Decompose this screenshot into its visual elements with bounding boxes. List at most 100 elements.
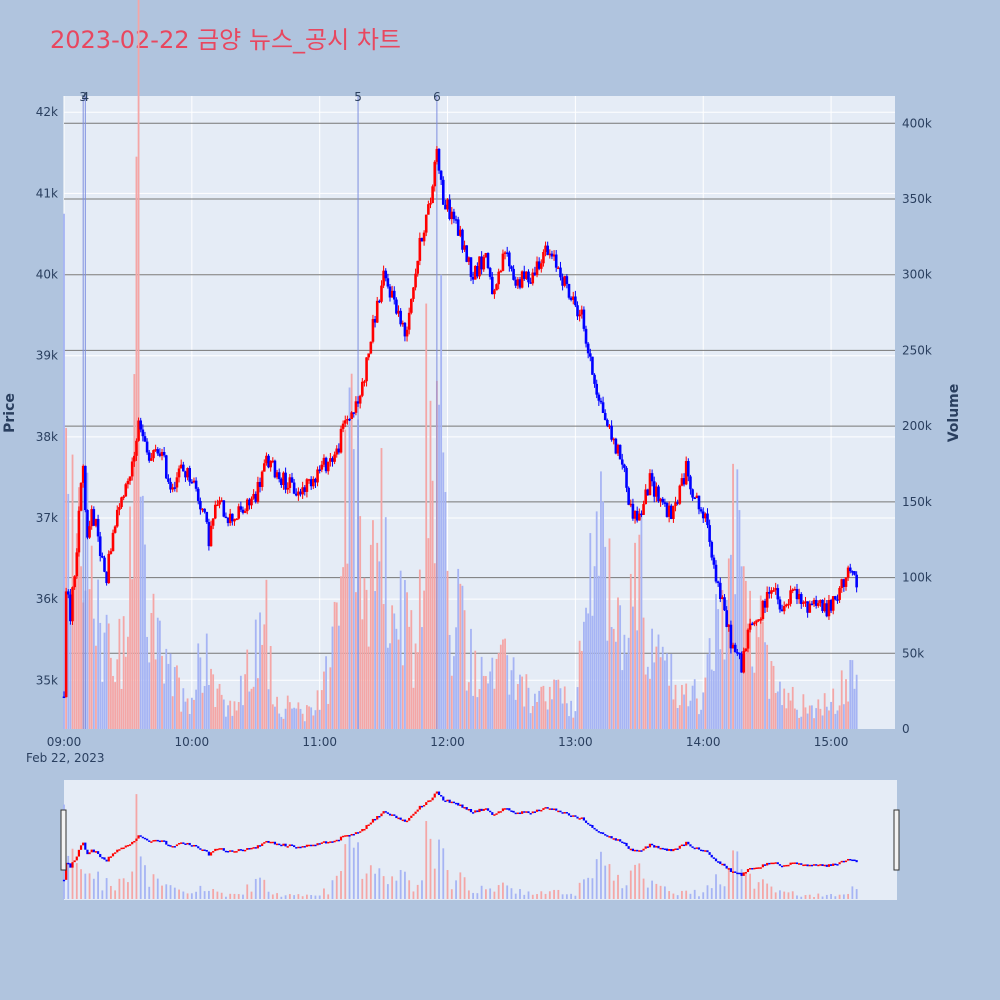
slider-volume-bar bbox=[484, 889, 487, 899]
slider-candle bbox=[173, 846, 176, 848]
slider-volume-bar bbox=[497, 885, 500, 899]
slider-candle bbox=[774, 862, 777, 864]
slider-candle bbox=[288, 844, 291, 847]
slider-candle bbox=[625, 842, 628, 847]
volume-bar bbox=[137, 0, 140, 730]
volume-bar bbox=[450, 675, 453, 729]
candle-body bbox=[808, 603, 812, 613]
slider-candle bbox=[561, 812, 564, 814]
volume-bar bbox=[698, 714, 700, 729]
volume-bar bbox=[337, 625, 340, 729]
slider-volume-bar bbox=[514, 893, 517, 899]
slider-volume-bar bbox=[80, 869, 82, 899]
volume-bar bbox=[301, 713, 304, 729]
slider-candle bbox=[414, 811, 417, 814]
candle-body bbox=[150, 458, 153, 461]
slider-candle bbox=[812, 864, 816, 866]
slider-candle bbox=[759, 867, 762, 869]
slider-candle bbox=[742, 872, 745, 876]
candle-body bbox=[704, 513, 707, 519]
slider-volume-bar bbox=[659, 885, 662, 899]
volume-bar bbox=[721, 590, 724, 729]
candle-body bbox=[412, 287, 415, 299]
volume-bar bbox=[663, 660, 666, 729]
volume-bar bbox=[116, 659, 119, 729]
volume-bar bbox=[657, 634, 660, 729]
volume-bar bbox=[90, 545, 93, 729]
slider-volume-bar bbox=[233, 893, 236, 899]
candle-body bbox=[124, 484, 128, 497]
slider-candle bbox=[576, 816, 579, 819]
slider-candle bbox=[631, 848, 635, 852]
volume-bar bbox=[276, 696, 278, 729]
volume-bar bbox=[222, 699, 225, 729]
volume-bar bbox=[323, 671, 325, 729]
candle-body bbox=[697, 495, 701, 510]
volume-bar bbox=[65, 427, 68, 729]
slider-candle bbox=[282, 843, 285, 846]
slider-candle bbox=[501, 808, 505, 812]
slider-volume-bar bbox=[433, 868, 436, 899]
candle-body bbox=[714, 564, 718, 582]
range-slider-price bbox=[62, 791, 858, 882]
candle-body bbox=[346, 418, 349, 421]
slider-candle bbox=[795, 862, 799, 865]
slider-volume-bar bbox=[203, 891, 206, 899]
volume-bar bbox=[779, 681, 781, 729]
slider-candle bbox=[314, 844, 317, 847]
volume-bar bbox=[623, 634, 626, 729]
candle-body bbox=[461, 229, 464, 250]
volume-bar bbox=[259, 612, 261, 729]
candle-body bbox=[834, 596, 837, 600]
volume-bar bbox=[92, 618, 95, 729]
range-slider[interactable] bbox=[64, 780, 897, 900]
candle-body bbox=[780, 609, 784, 612]
range-slider-right-handle[interactable] bbox=[893, 809, 900, 871]
volume-bar bbox=[808, 705, 811, 729]
candle-body bbox=[305, 479, 309, 492]
slider-candle bbox=[757, 867, 760, 869]
candle-body bbox=[450, 211, 454, 219]
volume-bar bbox=[410, 610, 413, 729]
candle-body bbox=[133, 455, 136, 462]
volume-bar bbox=[595, 511, 598, 729]
slider-candle bbox=[465, 807, 468, 810]
slider-candle bbox=[840, 860, 843, 863]
main-plot-area[interactable] bbox=[64, 96, 895, 729]
candle-body bbox=[371, 319, 375, 342]
slider-candle bbox=[252, 847, 255, 849]
time-tick-label: 13:00 bbox=[558, 735, 593, 749]
volume-bar bbox=[73, 585, 76, 729]
candle-body bbox=[81, 465, 85, 483]
volume-bar bbox=[487, 683, 489, 729]
candle-body bbox=[250, 498, 253, 506]
volume-bar bbox=[416, 652, 419, 729]
candle-body bbox=[537, 261, 541, 269]
slider-volume-bar bbox=[284, 895, 287, 899]
slider-candle bbox=[459, 804, 462, 807]
slider-candle bbox=[354, 832, 358, 835]
volume-tick-label: 350k bbox=[902, 192, 932, 206]
volume-bar bbox=[406, 592, 408, 729]
volume-bar bbox=[397, 639, 400, 729]
candle-body bbox=[816, 603, 820, 606]
slider-volume-bar bbox=[706, 885, 709, 899]
volume-bar bbox=[836, 710, 839, 729]
slider-candle bbox=[299, 846, 302, 849]
slider-candle bbox=[218, 848, 221, 850]
volume-bar bbox=[461, 585, 464, 729]
slider-candle bbox=[182, 842, 185, 844]
volume-bar bbox=[267, 689, 270, 729]
slider-volume-bar bbox=[459, 872, 462, 899]
slider-candle bbox=[506, 808, 509, 810]
slider-candle bbox=[514, 812, 517, 815]
slider-candle bbox=[388, 813, 392, 816]
candle-body bbox=[476, 265, 479, 277]
volume-bar bbox=[144, 544, 146, 729]
volume-bar bbox=[574, 711, 577, 729]
slider-candle bbox=[544, 807, 547, 809]
slider-candle bbox=[838, 862, 841, 865]
range-slider-left-handle[interactable] bbox=[60, 809, 67, 871]
candle-body bbox=[846, 567, 850, 578]
volume-gridlines bbox=[64, 122, 895, 654]
